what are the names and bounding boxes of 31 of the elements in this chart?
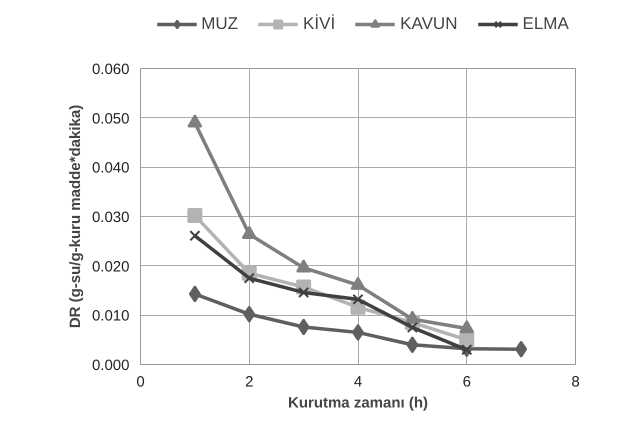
point bbox=[352, 294, 364, 305]
point bbox=[188, 285, 201, 302]
y-tick-label: 0.000 bbox=[92, 357, 130, 374]
x-tick-label: 8 bbox=[571, 374, 580, 390]
x-tick-label: 4 bbox=[354, 374, 362, 390]
legend-label: ELMA bbox=[522, 14, 569, 34]
point bbox=[461, 344, 472, 356]
legend-label: MUZ bbox=[201, 14, 238, 34]
point bbox=[296, 259, 312, 273]
y-axis-title: DR (g-su/g-kuru madde*dakika) bbox=[66, 104, 84, 328]
y-tick-label: 0.040 bbox=[92, 160, 130, 177]
y-tick-label: 0.010 bbox=[92, 308, 130, 325]
point bbox=[459, 332, 474, 348]
point bbox=[298, 318, 310, 336]
y-tick-label: 0.030 bbox=[92, 209, 130, 226]
legend-label: KAVUN bbox=[400, 14, 458, 34]
point bbox=[515, 340, 528, 358]
y-tick-label: 0.020 bbox=[92, 258, 130, 276]
x-axis-title: Kurutma zamanı (h) bbox=[288, 394, 428, 412]
point bbox=[187, 114, 202, 128]
x-tick-label: 6 bbox=[462, 374, 471, 390]
point bbox=[189, 230, 200, 242]
y-tick-label: 0.060 bbox=[92, 61, 130, 78]
x-tick-label: 0 bbox=[136, 374, 145, 390]
point bbox=[243, 306, 256, 323]
y-tick-label: 0.050 bbox=[92, 110, 130, 128]
x-tick-label: 2 bbox=[245, 374, 254, 390]
point bbox=[187, 208, 202, 224]
point bbox=[406, 336, 418, 354]
point bbox=[242, 226, 257, 240]
legend-label: KİVİ bbox=[303, 14, 336, 34]
